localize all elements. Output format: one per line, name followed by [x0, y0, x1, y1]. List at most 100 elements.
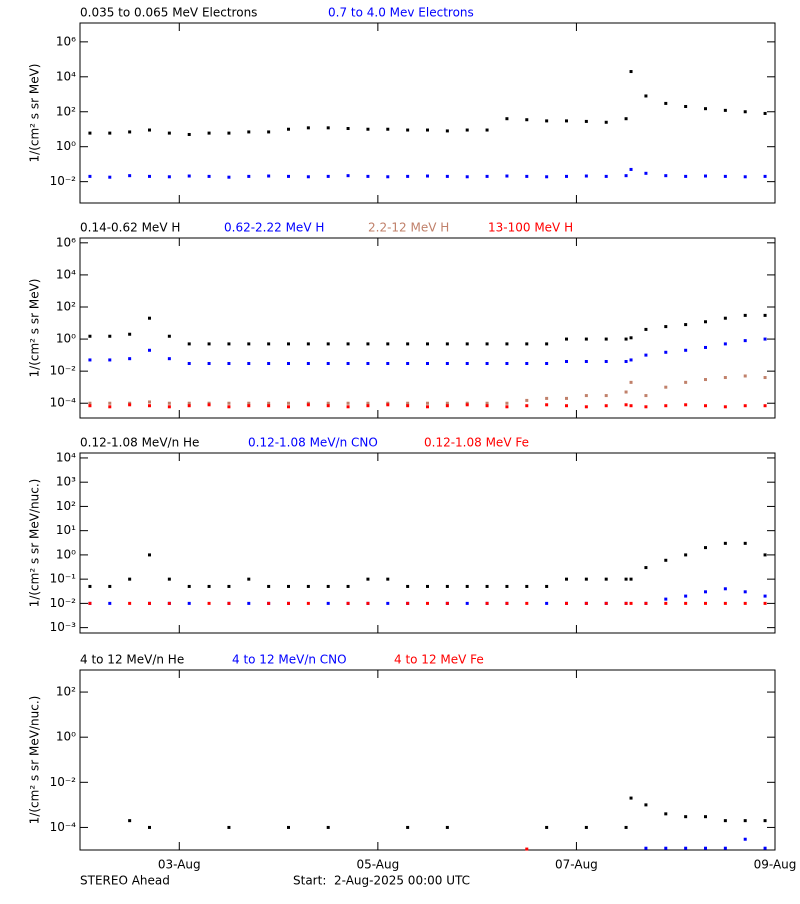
data-point: [743, 819, 747, 823]
y-tick-label: 10⁻⁴: [50, 396, 77, 410]
data-point: [664, 558, 668, 562]
data-point: [485, 342, 489, 346]
y-tick-label: 10⁰: [56, 730, 76, 744]
data-point: [644, 405, 648, 409]
data-point: [545, 119, 549, 123]
data-point: [445, 601, 449, 605]
data-point: [306, 601, 310, 605]
data-point: [629, 601, 633, 605]
data-point: [644, 846, 648, 850]
data-point: [723, 819, 727, 823]
data-point: [426, 361, 429, 365]
plot-frame: [79, 237, 776, 419]
y-tick-label: 10⁰: [56, 332, 76, 346]
data-point: [287, 401, 290, 405]
data-point: [445, 404, 449, 408]
data-point: [386, 577, 390, 581]
data-point: [306, 361, 310, 365]
data-point: [207, 401, 211, 405]
data-point: [187, 401, 191, 405]
data-point: [644, 94, 648, 98]
data-point: [207, 342, 211, 346]
data-point: [723, 541, 727, 545]
data-point: [629, 404, 633, 408]
data-point: [108, 131, 112, 135]
data-point: [485, 128, 489, 132]
data-point: [723, 342, 727, 346]
data-point: [406, 584, 410, 588]
data-point: [485, 404, 489, 408]
data-point: [326, 342, 330, 346]
data-point: [167, 601, 171, 605]
data-point: [545, 403, 549, 407]
data-point: [346, 405, 350, 409]
data-point: [227, 175, 231, 179]
data-point: [366, 401, 370, 405]
data-point: [445, 584, 449, 588]
data-point: [743, 110, 747, 114]
data-point: [128, 174, 132, 178]
data-point: [604, 394, 608, 398]
data-point: [545, 584, 549, 588]
y-tick-label: 10⁶: [56, 235, 76, 249]
data-point: [108, 584, 112, 588]
data-point: [465, 342, 469, 346]
data-point: [723, 601, 727, 605]
data-point: [644, 353, 648, 357]
data-point: [763, 819, 767, 823]
data-point: [465, 175, 469, 179]
data-point: [629, 577, 633, 581]
data-point: [207, 174, 211, 178]
data-point: [267, 401, 271, 405]
data-point: [108, 601, 112, 605]
data-point: [306, 342, 310, 346]
data-point: [465, 401, 469, 405]
y-tick-label: 10⁻³: [50, 620, 77, 634]
data-point: [545, 825, 549, 829]
data-point: [763, 111, 767, 115]
data-point: [287, 342, 290, 346]
data-point: [505, 117, 509, 121]
data-point: [604, 601, 608, 605]
data-point: [525, 847, 529, 851]
data-point: [584, 337, 588, 341]
y-tick-label: 10⁻¹: [50, 572, 77, 586]
plot-frame: [79, 22, 776, 204]
data-point: [386, 401, 390, 405]
data-point: [128, 130, 132, 134]
y-tick-label: 10⁻²: [50, 364, 77, 378]
data-point: [346, 601, 350, 605]
data-point: [148, 128, 151, 132]
data-point: [366, 601, 370, 605]
data-point: [465, 403, 469, 407]
data-point: [743, 601, 747, 605]
data-point: [505, 342, 509, 346]
legend-entry: 4 to 12 MeV/n He: [80, 653, 184, 667]
data-point: [346, 174, 350, 178]
y-tick-label: 10²: [56, 499, 76, 513]
data-point: [386, 127, 390, 131]
data-point: [684, 846, 688, 850]
data-point: [763, 313, 767, 317]
data-point: [629, 796, 633, 800]
data-point: [624, 601, 628, 605]
data-point: [763, 404, 767, 408]
data-point: [664, 101, 668, 105]
data-point: [167, 131, 171, 135]
data-point: [306, 175, 310, 179]
data-point: [306, 584, 310, 588]
data-point: [267, 361, 271, 365]
data-point: [426, 174, 429, 178]
data-point: [525, 118, 529, 122]
data-point: [525, 584, 529, 588]
data-point: [207, 584, 211, 588]
data-point: [743, 404, 747, 408]
legend-entry: 2.2-12 MeV H: [368, 221, 449, 235]
data-point: [604, 359, 608, 363]
data-point: [525, 361, 529, 365]
data-point: [629, 336, 633, 340]
data-point: [267, 584, 271, 588]
y-tick-label: 10⁶: [56, 34, 76, 48]
data-point: [187, 584, 191, 588]
